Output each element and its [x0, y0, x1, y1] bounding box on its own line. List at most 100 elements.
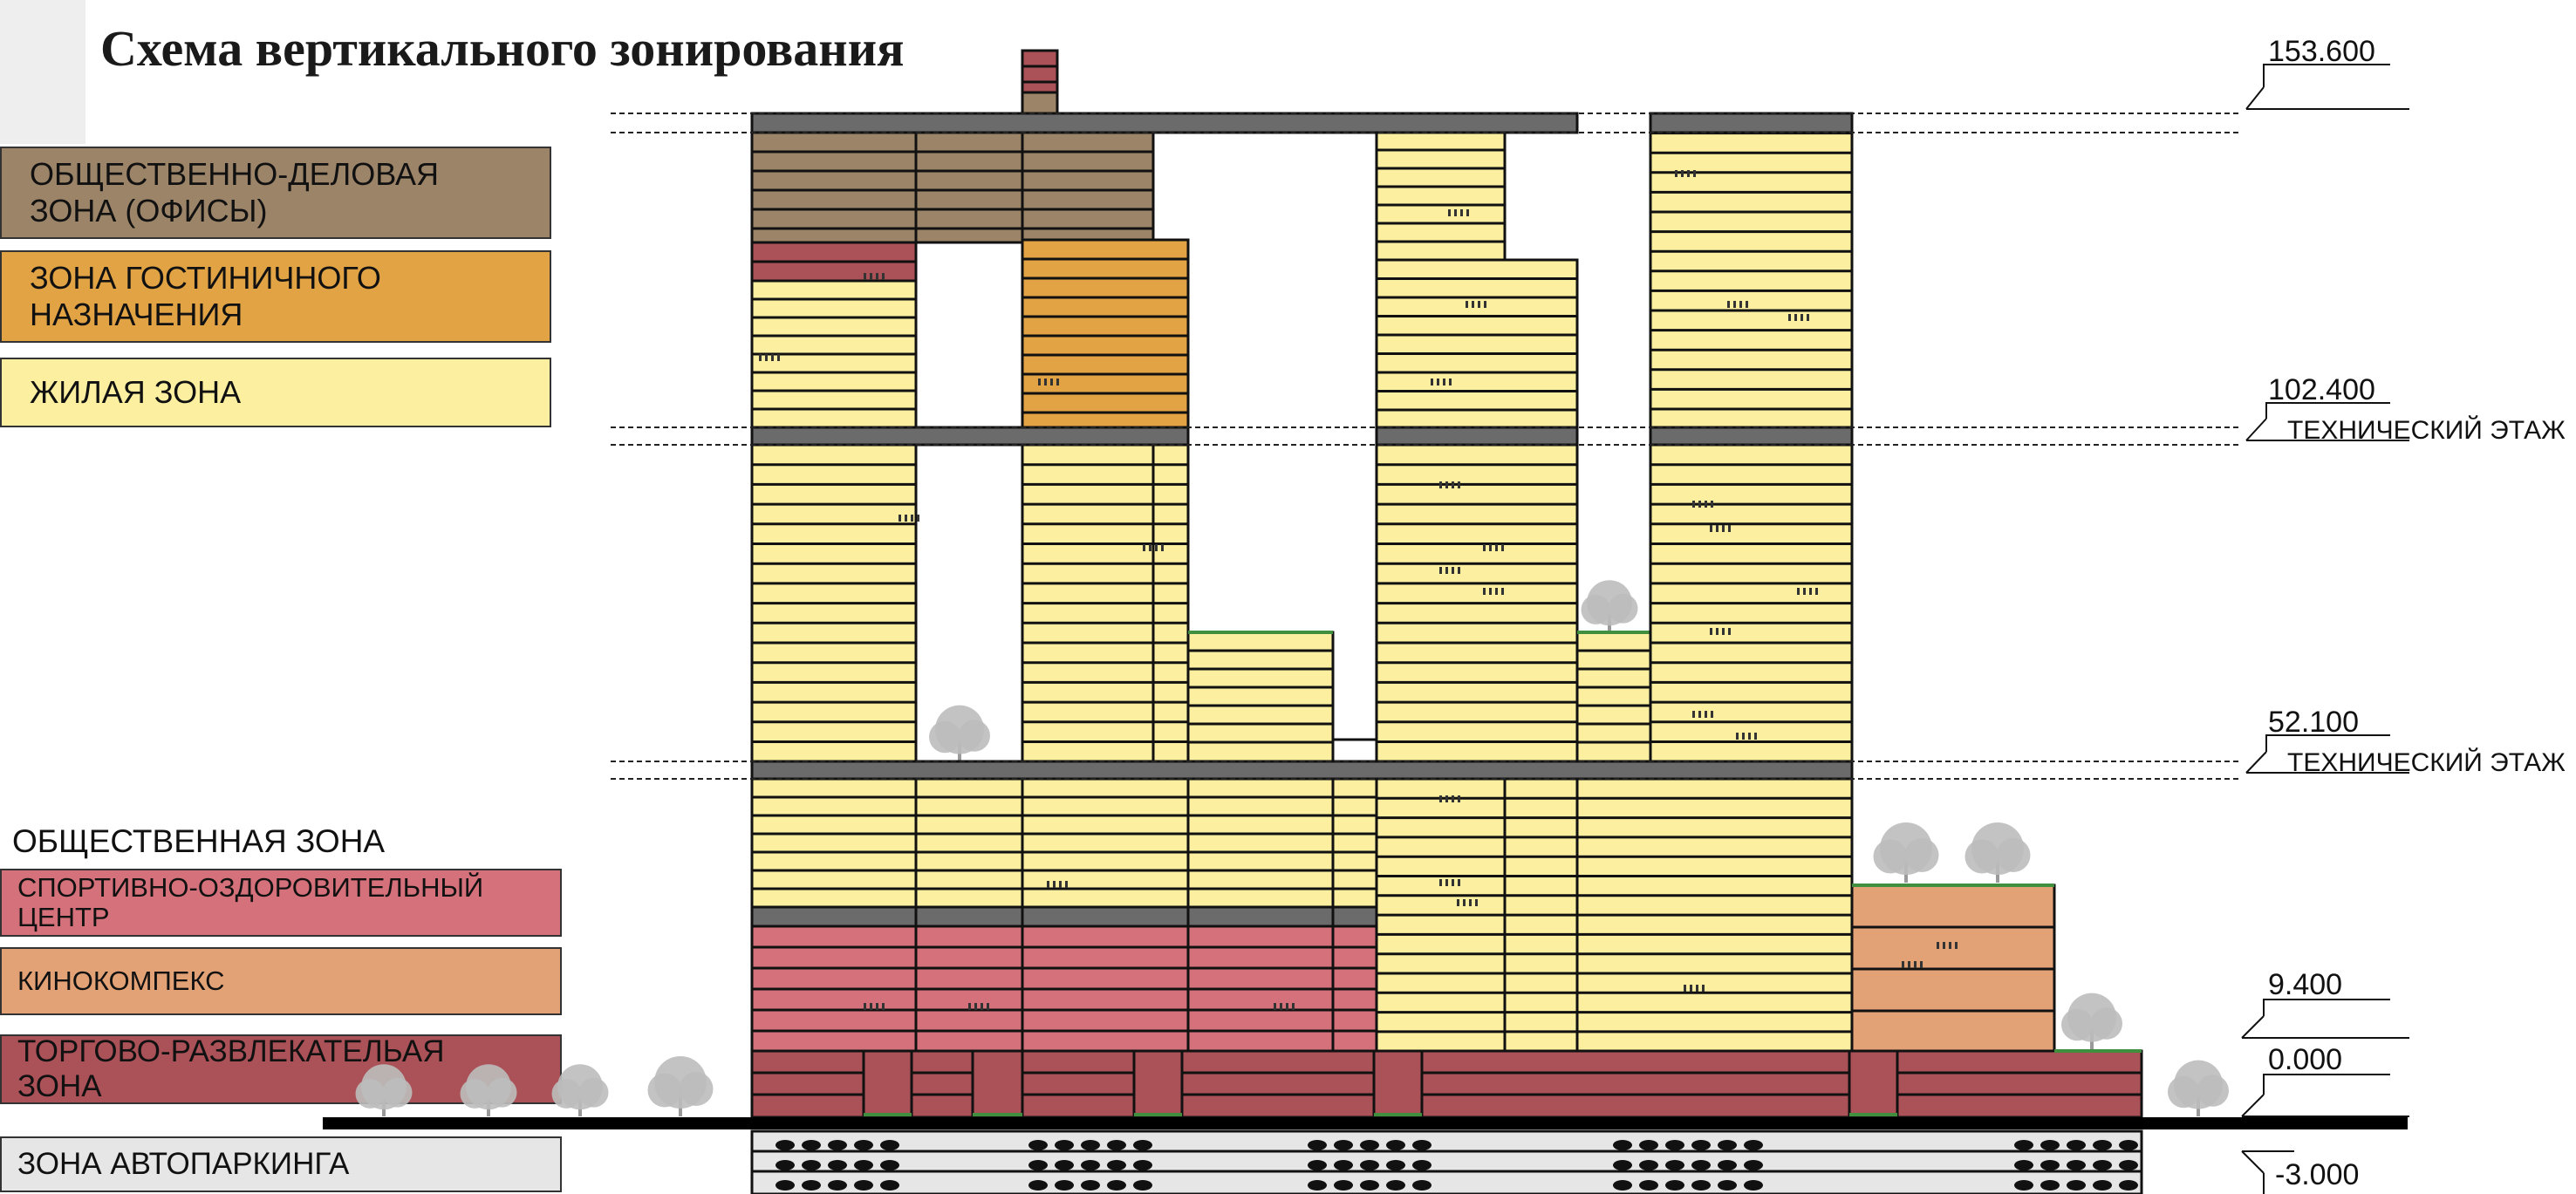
car-icon: [880, 1140, 899, 1150]
tree-crown: [382, 1077, 413, 1108]
tree-crown: [460, 1079, 490, 1109]
tree-crown: [929, 720, 961, 754]
car-icon: [1718, 1180, 1737, 1191]
car-icon: [1334, 1180, 1353, 1191]
window-mark: [1690, 985, 1692, 992]
window-mark: [1059, 881, 1062, 888]
car-icon: [1718, 1160, 1737, 1170]
tree-crown: [2168, 1075, 2200, 1109]
car-icon: [828, 1160, 847, 1170]
car-icon: [1412, 1160, 1431, 1170]
entrance-atrium-1: [971, 1049, 1024, 1119]
legend-hotel-line1: ЗОНА ГОСТИНИЧНОГО: [30, 260, 381, 296]
tree-crown: [1608, 593, 1638, 624]
legend-sport-line2: ЦЕНТР: [17, 902, 110, 932]
window-mark: [1053, 881, 1056, 888]
entrance-atrium-2: [1132, 1049, 1184, 1119]
window-mark: [1489, 588, 1492, 595]
window-mark: [1445, 481, 1448, 488]
car-icon: [1412, 1140, 1431, 1150]
tree-crown: [1964, 839, 1999, 874]
window-mark: [1800, 314, 1803, 321]
car-icon: [2093, 1140, 2112, 1150]
window-mark: [1044, 379, 1047, 385]
level-mark-minus3: -3.000: [2275, 1158, 2359, 1191]
window-mark: [1710, 628, 1712, 635]
window-mark: [1698, 501, 1701, 508]
window-mark: [1728, 628, 1731, 635]
car-icon: [1133, 1180, 1152, 1191]
tower1-office-zone: [750, 112, 918, 244]
legend-offices: ОБЩЕСТВЕННО-ДЕЛОВАЯ ЗОНА (ОФИСЫ): [0, 147, 551, 239]
window-mark: [1038, 379, 1041, 385]
window-mark: [777, 354, 780, 361]
car-icon: [2093, 1160, 2112, 1170]
annex-step: [1331, 738, 1378, 763]
car-icon: [1081, 1140, 1100, 1150]
window-mark: [882, 273, 885, 280]
window-mark: [1458, 567, 1460, 574]
window-mark: [1693, 170, 1696, 177]
window-mark: [1439, 567, 1442, 574]
window-mark: [882, 1003, 885, 1010]
tree-crown: [487, 1077, 517, 1108]
tree-crown: [2090, 1007, 2122, 1040]
window-mark: [1452, 795, 1454, 802]
window-mark: [1495, 544, 1498, 551]
tree-crown: [578, 1077, 609, 1108]
tree-crown: [551, 1079, 582, 1109]
level-labels: 153.600 102.400 ТЕХНИЧЕСКИЙ ЭТАЖ 52.100 …: [2268, 35, 2566, 1191]
window-mark: [1472, 301, 1474, 308]
window-mark: [870, 273, 872, 280]
window-mark: [1274, 1003, 1276, 1010]
car-icon: [854, 1160, 873, 1170]
window-mark: [1696, 985, 1698, 992]
window-mark: [1803, 588, 1806, 595]
technical-floor-top-1: [1649, 112, 1854, 134]
window-mark: [1794, 314, 1797, 321]
window-mark: [1807, 314, 1809, 321]
legend-retail-line1: ТОРГОВО-РАЗВЛЕКАТЕЛЬАЯ: [17, 1034, 445, 1068]
car-icon: [2119, 1160, 2138, 1170]
window-mark: [1722, 628, 1725, 635]
window-mark: [864, 273, 866, 280]
tree-crown: [1996, 838, 2031, 872]
window-mark: [1458, 481, 1460, 488]
retail-ground-floor: [750, 1049, 2143, 1119]
legend-residential-line1: ЖИЛАЯ ЗОНА: [30, 374, 242, 410]
window-mark: [1457, 899, 1459, 906]
window-mark: [1056, 379, 1059, 385]
car-icon: [2040, 1140, 2060, 1150]
page-title: Схема вертикального зонирования: [100, 20, 905, 77]
level-mark-102: 102.400: [2268, 373, 2375, 406]
window-mark: [1437, 379, 1439, 385]
technical-floor-102-0: [750, 426, 1190, 447]
window-mark: [771, 354, 774, 361]
window-mark: [876, 273, 878, 280]
car-icon: [1386, 1140, 1405, 1150]
window-mark: [1445, 879, 1448, 886]
corner-margin: [0, 0, 85, 144]
car-icon: [2014, 1140, 2033, 1150]
car-icon: [1360, 1160, 1379, 1170]
window-mark: [1469, 899, 1472, 906]
car-icon: [802, 1180, 821, 1191]
ground-line: [323, 1117, 2408, 1129]
window-mark: [917, 515, 919, 522]
window-mark: [1475, 899, 1478, 906]
public-zone-heading: ОБЩЕСТВЕННАЯ ЗОНА: [12, 823, 386, 859]
car-icon: [1055, 1180, 1074, 1191]
car-icon: [2119, 1140, 2138, 1150]
tree-crown: [355, 1079, 386, 1109]
legend-parking: ЗОНА АВТОПАРКИНГА: [0, 1136, 562, 1192]
window-mark: [1748, 733, 1751, 740]
window-mark: [1788, 314, 1791, 321]
window-mark: [1483, 544, 1486, 551]
window-mark: [1711, 711, 1713, 718]
car-icon: [828, 1140, 847, 1150]
window-mark: [1754, 733, 1757, 740]
car-icon: [2119, 1180, 2138, 1191]
car-icon: [1308, 1140, 1327, 1150]
car-icon: [1665, 1180, 1684, 1191]
annex-res-lower-edge: [1331, 777, 1378, 909]
